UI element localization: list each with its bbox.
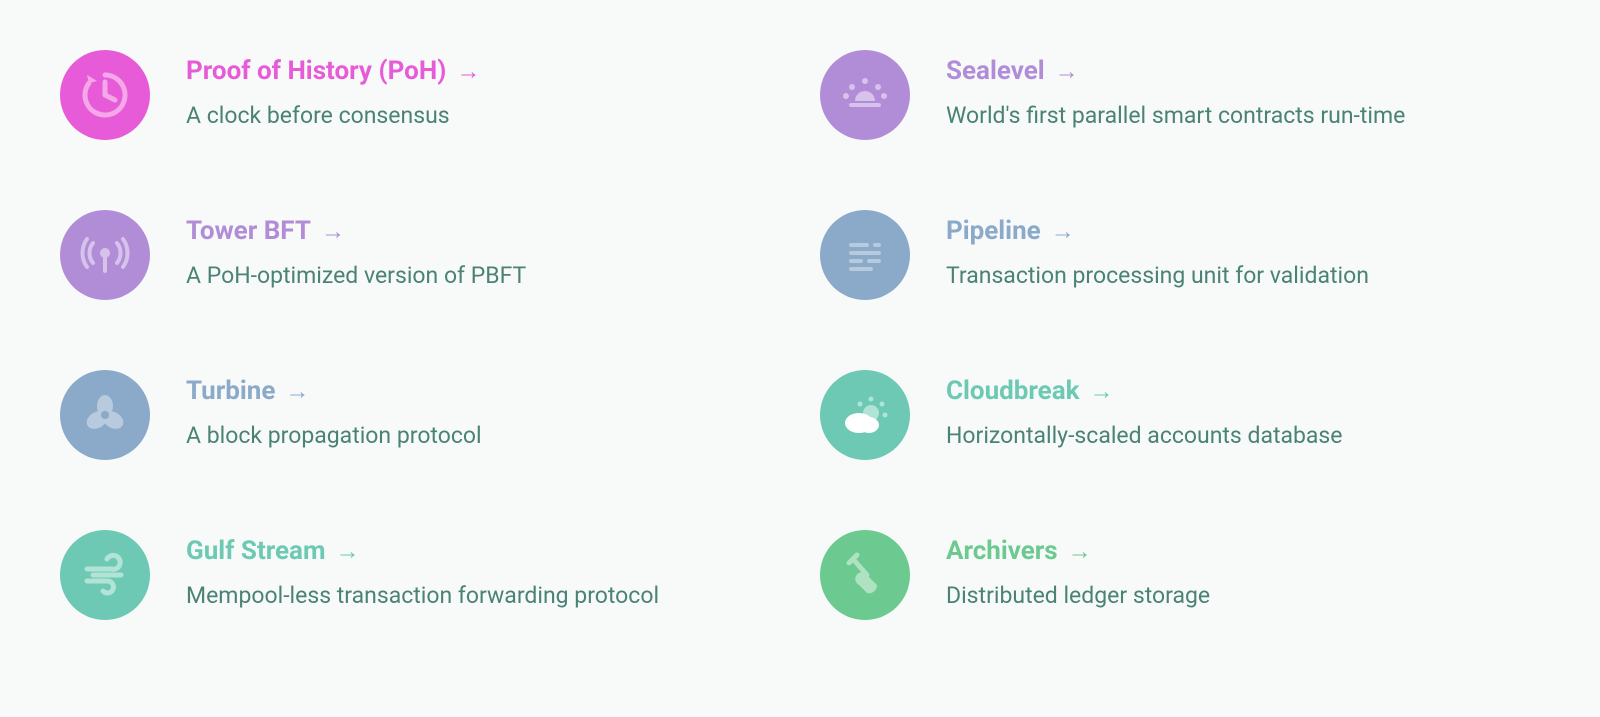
feature-desc-gulf-stream: Mempool-less transaction forwarding prot… [186, 581, 659, 611]
feature-desc-turbine: A block propagation protocol [186, 421, 482, 451]
clock-history-icon [60, 50, 150, 140]
feature-cloudbreak: Cloudbreak → Horizontally-scaled account… [820, 370, 1540, 460]
feature-title-archivers[interactable]: Archivers → [946, 536, 1210, 567]
title-text: Sealevel [946, 56, 1045, 87]
arrow-icon: → [1051, 217, 1075, 246]
title-text: Proof of History (PoH) [186, 56, 446, 87]
features-grid: Proof of History (PoH) → A clock before … [60, 50, 1540, 620]
feature-turbine: Turbine → A block propagation protocol [60, 370, 780, 460]
title-text: Archivers [946, 536, 1058, 567]
title-text: Turbine [186, 376, 275, 407]
feature-desc-pipeline: Transaction processing unit for validati… [946, 261, 1369, 291]
arrow-icon: → [1068, 537, 1092, 566]
arrow-icon: → [1090, 377, 1114, 406]
feature-title-sealevel[interactable]: Sealevel → [946, 56, 1405, 87]
arrow-icon: → [1055, 57, 1079, 86]
feature-title-pipeline[interactable]: Pipeline → [946, 216, 1369, 247]
arrow-icon: → [336, 537, 360, 566]
feature-title-turbine[interactable]: Turbine → [186, 376, 482, 407]
title-text: Gulf Stream [186, 536, 326, 567]
feature-title-cloudbreak[interactable]: Cloudbreak → [946, 376, 1343, 407]
feature-sealevel: Sealevel → World's first parallel smart … [820, 50, 1540, 140]
sunrise-icon [820, 50, 910, 140]
arrow-icon: → [456, 57, 480, 86]
broadcast-icon [60, 210, 150, 300]
title-text: Cloudbreak [946, 376, 1080, 407]
arrow-icon: → [321, 217, 345, 246]
cloud-sun-icon [820, 370, 910, 460]
title-text: Pipeline [946, 216, 1041, 247]
wind-icon [60, 530, 150, 620]
title-text: Tower BFT [186, 216, 311, 247]
feature-desc-cloudbreak: Horizontally-scaled accounts database [946, 421, 1343, 451]
feature-desc-sealevel: World's first parallel smart contracts r… [946, 101, 1405, 131]
feature-poh: Proof of History (PoH) → A clock before … [60, 50, 780, 140]
lines-icon [820, 210, 910, 300]
feature-title-poh[interactable]: Proof of History (PoH) → [186, 56, 480, 87]
feature-pipeline: Pipeline → Transaction processing unit f… [820, 210, 1540, 300]
feature-desc-tower-bft: A PoH-optimized version of PBFT [186, 261, 526, 291]
propeller-icon [60, 370, 150, 460]
arrow-icon: → [285, 377, 309, 406]
feature-title-gulf-stream[interactable]: Gulf Stream → [186, 536, 659, 567]
feature-title-tower-bft[interactable]: Tower BFT → [186, 216, 526, 247]
feature-gulf-stream: Gulf Stream → Mempool-less transaction f… [60, 530, 780, 620]
feature-archivers: Archivers → Distributed ledger storage [820, 530, 1540, 620]
feature-desc-poh: A clock before consensus [186, 101, 480, 131]
feature-desc-archivers: Distributed ledger storage [946, 581, 1210, 611]
feature-tower-bft: Tower BFT → A PoH-optimized version of P… [60, 210, 780, 300]
shovel-icon [820, 530, 910, 620]
